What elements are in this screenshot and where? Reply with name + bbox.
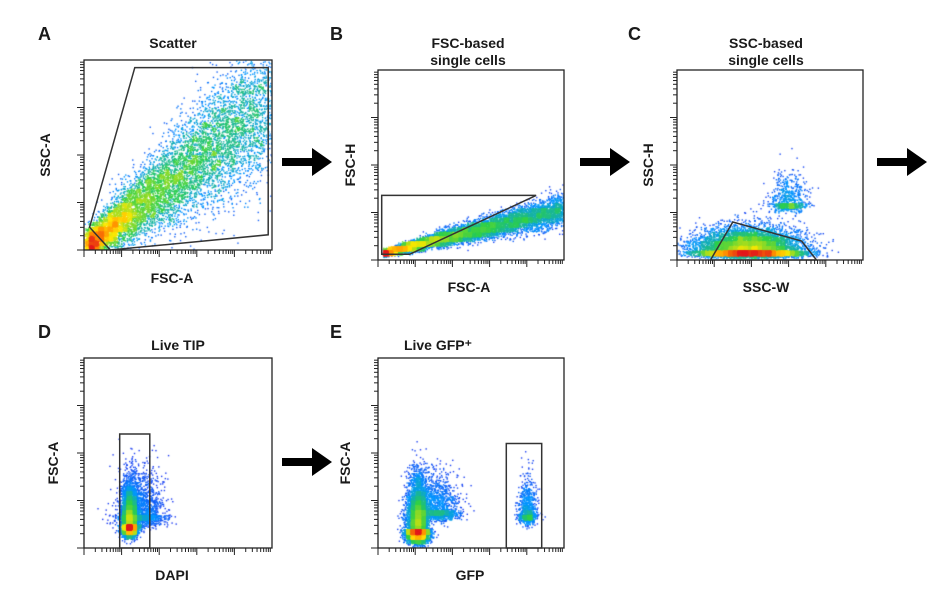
y-axis-label: SSC-A — [37, 133, 53, 177]
density-plot — [84, 358, 272, 548]
flow-arrow-B-to-C — [580, 148, 630, 176]
density-plot — [378, 358, 564, 548]
x-axis-label: FSC-A — [448, 279, 491, 295]
panel-title: single cells — [728, 52, 804, 68]
panel-letter: D — [38, 322, 51, 342]
gate-polygon — [380, 194, 537, 256]
panel-title: FSC-based — [431, 35, 504, 51]
flow-arrow-C-to-next — [877, 148, 927, 176]
density-canvas — [378, 358, 564, 548]
panel-title: single cells — [430, 52, 506, 68]
y-axis-label: FSC-H — [342, 144, 358, 187]
density-canvas — [378, 70, 564, 260]
density-plot — [677, 70, 863, 260]
flow-arrow-D-to-E — [282, 448, 332, 476]
panel-letter: E — [330, 322, 342, 342]
y-axis-label: FSC-A — [45, 442, 61, 485]
panel-a: A Scatter FSC-A SSC-A — [37, 24, 273, 286]
panel-title: Scatter — [149, 35, 197, 51]
y-axis-label: SSC-H — [640, 143, 656, 187]
gate-polygon — [88, 66, 269, 251]
gate-rectangle — [505, 442, 543, 549]
x-axis-label: FSC-A — [151, 270, 194, 286]
panel-letter: A — [38, 24, 51, 44]
density-plot — [84, 60, 272, 250]
x-axis-label: GFP — [456, 567, 485, 583]
panel-letter: B — [330, 24, 343, 44]
panel-e: E Live GFP⁺ GFP FSC-A — [330, 322, 565, 583]
panel-letter: C — [628, 24, 641, 44]
density-canvas — [677, 70, 863, 260]
x-axis-label: SSC-W — [743, 279, 790, 295]
gate-polygon — [709, 221, 819, 261]
panel-d: D Live TIP DAPI FSC-A — [38, 322, 273, 583]
panel-title: SSC-based — [729, 35, 803, 51]
panel-title: Live TIP — [151, 337, 205, 353]
density-canvas — [84, 60, 272, 250]
density-plot — [378, 70, 564, 260]
y-axis-label: FSC-A — [337, 442, 353, 485]
density-canvas — [84, 358, 272, 548]
flow-arrow-A-to-B — [282, 148, 332, 176]
panel-title: Live GFP⁺ — [404, 337, 472, 353]
x-axis-label: DAPI — [155, 567, 188, 583]
